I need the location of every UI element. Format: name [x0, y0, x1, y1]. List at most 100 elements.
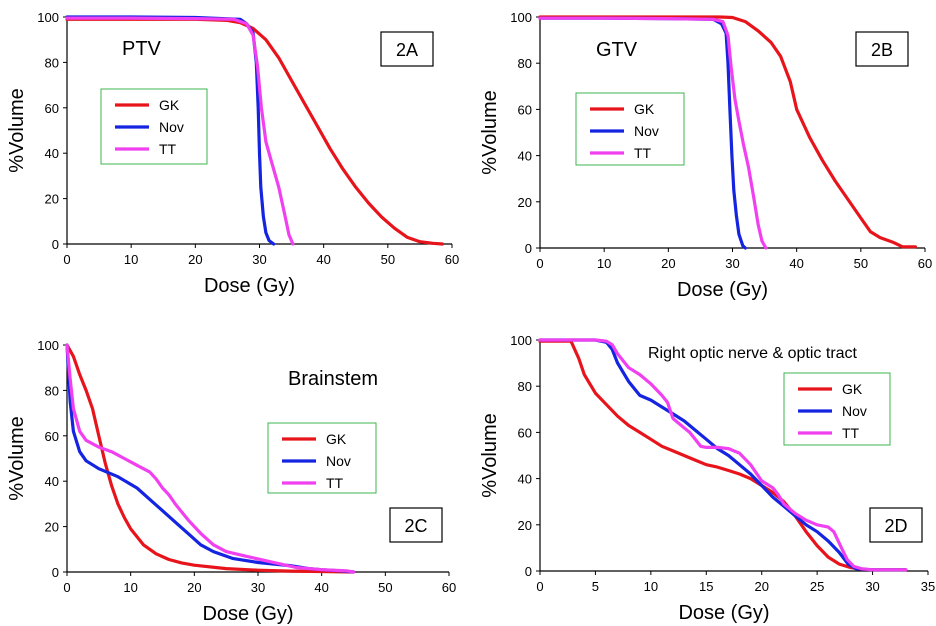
legend-label-tt: TT [159, 141, 177, 157]
y-tick-label: 60 [45, 101, 59, 116]
series-line-nov [538, 338, 908, 572]
legend-label-tt: TT [842, 425, 860, 441]
y-tick-label: 80 [518, 56, 532, 71]
x-tick-label: 10 [124, 252, 138, 267]
structure-label: PTV [122, 38, 162, 60]
panel-id-label: 2A [396, 40, 418, 60]
y-tick-label: 40 [45, 146, 59, 161]
x-tick-label: 10 [123, 580, 137, 595]
y-tick-label: 100 [37, 338, 59, 353]
x-tick-label: 20 [754, 579, 768, 594]
y-tick-label: 80 [518, 379, 532, 394]
legend-label-tt: TT [634, 145, 652, 161]
y-tick-label: 60 [45, 429, 59, 444]
x-tick-label: 30 [725, 256, 739, 271]
panel-2b: 0 10 20 30 40 50 60 0 20 40 60 80 100 Dose (Gy) %Volum… [479, 10, 932, 301]
x-tick-label: 30 [252, 252, 266, 267]
y-tick-label: 100 [510, 10, 532, 25]
panel-2c: 0 10 20 30 40 50 60 0 20 40 60 80 100 Dose (Gy) %Volum… [6, 338, 456, 625]
y-tick-label: 20 [518, 195, 532, 210]
series-line-tt [65, 343, 356, 574]
x-tick-label: 0 [63, 252, 70, 267]
series-line-gk [538, 15, 917, 249]
y-tick-label: 20 [518, 518, 532, 533]
x-axis-label: Dose (Gy) [678, 602, 769, 624]
structure-label: Brainstem [288, 368, 378, 390]
x-tick-label: 40 [789, 256, 803, 271]
y-tick-label: 100 [510, 333, 532, 348]
structure-label: Right optic nerve & optic tract [648, 345, 858, 362]
panel-id-box [869, 507, 923, 543]
y-tick-label: 60 [518, 425, 532, 440]
y-tick-label: 0 [525, 564, 532, 579]
legend-label-gk: GK [159, 97, 180, 113]
y-axis-label: %Volume [6, 416, 28, 501]
legend: GK Nov TT [100, 88, 208, 165]
series-line-tt [538, 338, 908, 572]
series-line-gk [538, 339, 908, 572]
x-axis-label: Dose (Gy) [677, 279, 768, 301]
x-tick-label: 30 [251, 580, 265, 595]
x-tick-label: 20 [661, 256, 675, 271]
x-tick-label: 0 [63, 580, 70, 595]
x-tick-label: 25 [810, 579, 824, 594]
x-tick-label: 20 [187, 580, 201, 595]
y-tick-label: 0 [52, 565, 59, 580]
y-axis-label: %Volume [479, 413, 501, 498]
panel-id-box [389, 507, 443, 543]
x-tick-label: 50 [378, 580, 392, 595]
x-tick-label: 50 [854, 256, 868, 271]
series-line-tt [538, 16, 768, 250]
x-tick-label: 10 [597, 256, 611, 271]
x-tick-label: 40 [316, 252, 330, 267]
legend: GK Nov TT [783, 372, 891, 446]
legend-label-nov: Nov [842, 403, 867, 419]
x-tick-label: 60 [918, 256, 932, 271]
x-axis-label: Dose (Gy) [202, 603, 293, 625]
x-tick-label: 60 [445, 252, 459, 267]
y-tick-label: 20 [45, 520, 59, 535]
legend: GK Nov TT [575, 92, 685, 166]
y-tick-label: 60 [518, 102, 532, 117]
legend-label-gk: GK [326, 431, 347, 447]
panel-id-label: 2D [884, 516, 907, 536]
legend-label-gk: GK [634, 101, 655, 117]
y-tick-label: 100 [37, 10, 59, 25]
structure-label: GTV [596, 39, 638, 61]
legend-label-nov: Nov [326, 453, 351, 469]
y-tick-label: 80 [45, 383, 59, 398]
legend: GK Nov TT [267, 422, 377, 494]
y-axis-label: %Volume [6, 88, 28, 173]
y-tick-label: 80 [45, 55, 59, 70]
x-tick-label: 0 [536, 256, 543, 271]
panel-id-label: 2C [404, 516, 427, 536]
y-tick-label: 0 [525, 241, 532, 256]
panel-id-label: 2B [871, 40, 893, 60]
y-tick-label: 0 [52, 237, 59, 252]
panel-id-box [855, 31, 909, 67]
legend-label-nov: Nov [634, 123, 659, 139]
x-tick-label: 15 [699, 579, 713, 594]
series-line-gk [65, 343, 356, 574]
panel-2d: 0 5 10 15 20 25 30 35 0 20 40 60 80 100 Dose (Gy) %Volu… [479, 333, 935, 624]
series-line-gk [65, 17, 444, 246]
x-tick-label: 60 [442, 580, 456, 595]
x-tick-label: 0 [536, 579, 543, 594]
x-tick-label: 20 [188, 252, 202, 267]
y-axis-label: %Volume [479, 90, 501, 175]
x-tick-label: 5 [592, 579, 599, 594]
legend-label-nov: Nov [159, 119, 184, 135]
panel-id-box [380, 31, 434, 67]
x-tick-label: 35 [921, 579, 935, 594]
x-tick-label: 10 [644, 579, 658, 594]
series-line-tt [65, 16, 295, 246]
panel-2a: 0 10 20 30 40 50 60 0 20 40 60 80 100 Dose (Gy) %Volum… [6, 10, 459, 297]
x-tick-label: 30 [865, 579, 879, 594]
y-tick-label: 40 [45, 474, 59, 489]
y-tick-label: 40 [518, 149, 532, 164]
y-tick-label: 40 [518, 472, 532, 487]
x-tick-label: 40 [314, 580, 328, 595]
y-tick-label: 20 [45, 192, 59, 207]
legend-label-tt: TT [326, 475, 344, 491]
